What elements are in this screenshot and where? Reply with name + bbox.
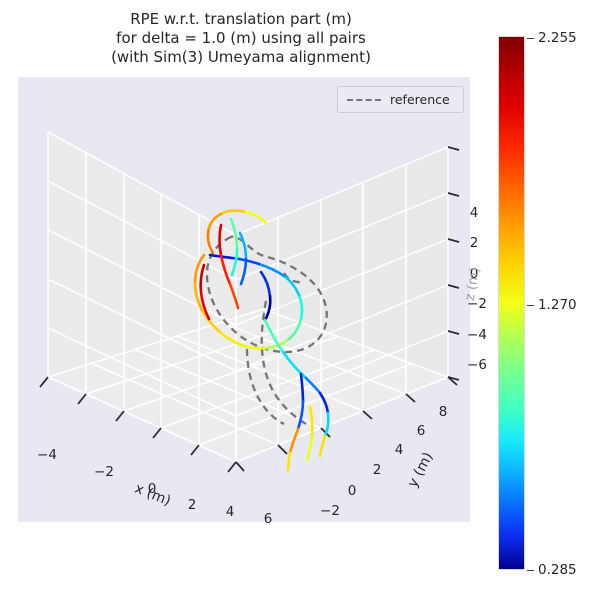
x-tick-label: −2 [94, 464, 114, 480]
y-tick-label: 4 [394, 442, 404, 458]
x-tick-label: 4 [225, 504, 235, 520]
x-tick-label: 0 [147, 481, 157, 497]
x-tick-label: −4 [37, 447, 57, 463]
y-tick-label: 0 [347, 483, 357, 499]
colorbar-tick-mark-icon [527, 569, 534, 571]
estimated-trajectory [193, 209, 330, 472]
z-tick-label: −2 [467, 296, 487, 312]
colorbar-tick-min: 0.285 [527, 562, 577, 578]
colorbar-tick-mid: 1.270 [527, 297, 577, 313]
reference-trajectory [205, 235, 328, 427]
x-tick-label: 2 [187, 497, 197, 513]
legend[interactable]: reference [337, 86, 464, 113]
colorbar-tick-label: 0.285 [538, 562, 577, 578]
colorbar-tick-label: 1.270 [538, 297, 577, 313]
z-tick-label: −6 [467, 357, 487, 373]
legend-item-label: reference [390, 92, 450, 107]
x-tick-label: 6 [263, 511, 273, 527]
y-tick-label: 2 [372, 462, 382, 478]
z-tick-label: 2 [469, 235, 479, 251]
legend-dashed-line-icon [347, 98, 381, 101]
z-tick-label: −4 [467, 327, 487, 343]
z-tick-label: 4 [469, 205, 479, 221]
colorbar-tick-mark-icon [527, 37, 534, 39]
colorbar-tick-mark-icon [527, 304, 534, 306]
plot-title: RPE w.r.t. translation part (m) for delt… [111, 10, 371, 66]
colorbar-tick-max: 2.255 [527, 30, 577, 46]
y-tick-label: 6 [416, 423, 426, 439]
colorbar-tick-label: 2.255 [538, 30, 577, 46]
y-tick-label: 8 [438, 404, 448, 420]
y-tick-label: −2 [320, 503, 340, 519]
plot-axes-3d [18, 77, 470, 522]
z-tick-label: 0 [469, 266, 479, 282]
colorbar [498, 36, 525, 570]
